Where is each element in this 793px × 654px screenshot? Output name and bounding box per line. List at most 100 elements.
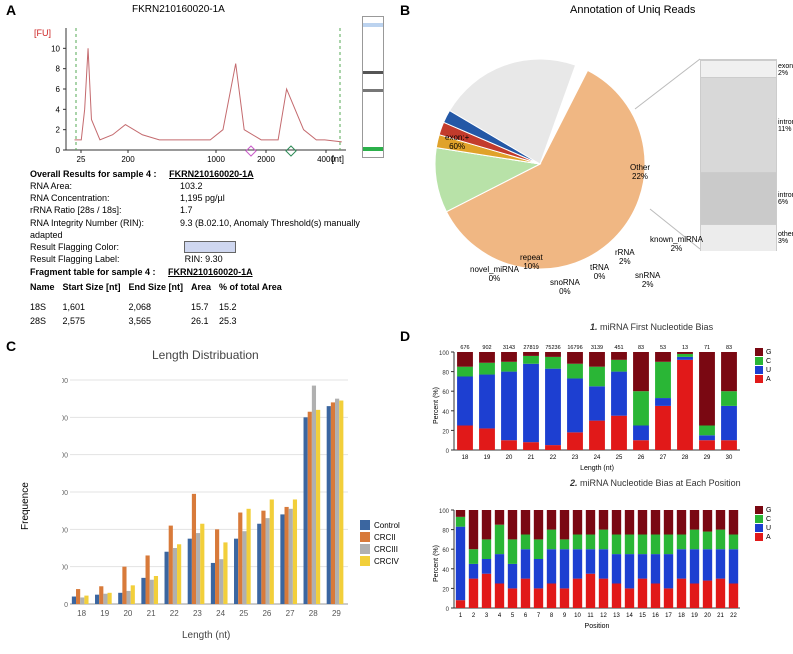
electropherogram: [FU]024681025200100020004000[nt] [32, 20, 362, 170]
svg-text:29: 29 [332, 609, 341, 618]
legend-item: Control [360, 520, 400, 530]
panel-b-title: Annotation of Uniq Reads [570, 4, 695, 16]
other-breakdown: exon:-2%intron:+11%intron:-6%other3% [700, 59, 777, 251]
svg-text:26: 26 [638, 455, 645, 461]
svg-text:22: 22 [730, 613, 737, 619]
svg-text:902: 902 [482, 345, 491, 351]
svg-text:Position: Position [585, 623, 610, 630]
svg-text:10: 10 [574, 613, 581, 619]
svg-text:0: 0 [56, 146, 61, 155]
svg-text:0: 0 [446, 449, 450, 455]
svg-text:13: 13 [613, 613, 620, 619]
svg-text:19: 19 [691, 613, 698, 619]
svg-text:71: 71 [704, 345, 710, 351]
svg-text:18: 18 [77, 609, 86, 618]
svg-text:19: 19 [484, 455, 491, 461]
sample-id-1: FKRN210160020-1A [169, 169, 254, 179]
svg-text:25: 25 [616, 455, 623, 461]
svg-text:10: 10 [51, 44, 60, 53]
svg-text:24: 24 [216, 609, 225, 618]
svg-text:14: 14 [626, 613, 633, 619]
svg-text:22: 22 [170, 609, 179, 618]
legend-d2: GCUA [755, 506, 771, 542]
svg-text:75236: 75236 [545, 345, 560, 351]
svg-text:20: 20 [123, 609, 132, 618]
legend-item: CRCII [360, 532, 400, 542]
c-xlabel: Length (nt) [182, 630, 230, 641]
svg-text:23: 23 [193, 609, 202, 618]
svg-text:27819: 27819 [523, 345, 538, 351]
fragment-header: Fragment table for sample 4 : [30, 267, 156, 277]
svg-text:Length (nt): Length (nt) [580, 465, 614, 472]
svg-text:80: 80 [442, 529, 449, 535]
svg-text:40: 40 [442, 410, 449, 416]
pie-label: snoRNA0% [550, 279, 580, 297]
legend-item: C [755, 357, 771, 365]
panel-a: FKRN210160020-1A [FU]0246810252001000200… [12, 4, 387, 324]
legend-item: G [755, 348, 771, 356]
flag-color-label: Result Flagging Color: [30, 242, 119, 252]
svg-text:20: 20 [704, 613, 711, 619]
svg-text:6: 6 [56, 85, 61, 94]
svg-text:12: 12 [600, 613, 607, 619]
pie-label: novel_miRNA0% [470, 266, 519, 284]
svg-text:3139: 3139 [591, 345, 603, 351]
svg-text:21: 21 [147, 609, 156, 618]
svg-text:24: 24 [594, 455, 601, 461]
pie-label: rRNA2% [615, 249, 635, 267]
figure: A FKRN210160020-1A [FU]02468102520010002… [0, 0, 793, 654]
svg-text:600000: 600000 [62, 490, 68, 497]
other-section: intron:+11% [701, 77, 776, 173]
svg-text:7: 7 [537, 613, 541, 619]
svg-text:2: 2 [472, 613, 476, 619]
svg-text:27: 27 [286, 609, 295, 618]
stacked-chart-1: 020406080100Percent (%)18676199022031432… [430, 334, 750, 474]
result-row: RNA Concentration:1,195 pg/µl [30, 192, 387, 204]
flag-swatch [184, 241, 236, 253]
panel-c-title: Length Distribuation [152, 348, 259, 362]
svg-text:30: 30 [726, 455, 733, 461]
pie-label: repeat10% [520, 254, 543, 272]
svg-text:8: 8 [56, 65, 61, 74]
svg-text:17: 17 [665, 613, 672, 619]
sample-title: FKRN210160020-1A [132, 4, 225, 15]
svg-text:21: 21 [717, 613, 724, 619]
bar-chart-c: 0200000400000600000800000100000012000001… [62, 372, 352, 612]
d2-title: miRNA Nucleotide Bias at Each Position [580, 478, 741, 488]
panel-b: Annotation of Uniq Reads exon:-2%intron:… [400, 4, 790, 304]
svg-text:4: 4 [498, 613, 502, 619]
svg-text:26: 26 [262, 609, 271, 618]
svg-text:16: 16 [652, 613, 659, 619]
svg-text:400000: 400000 [62, 527, 68, 534]
svg-text:1200000: 1200000 [62, 378, 68, 385]
other-section: other3% [701, 224, 776, 251]
sample-id-2: FKRN210160020-1A [168, 267, 253, 277]
svg-text:4: 4 [56, 105, 61, 114]
legend-item: A [755, 375, 771, 383]
legend-item: C [755, 515, 771, 523]
pie-label: Other22% [630, 164, 650, 182]
svg-text:29: 29 [704, 455, 711, 461]
result-row: rRNA Ratio [28s / 18s]:1.7 [30, 204, 387, 216]
svg-text:3143: 3143 [503, 345, 515, 351]
svg-text:60: 60 [442, 548, 449, 554]
svg-text:22: 22 [550, 455, 557, 461]
svg-text:19: 19 [100, 609, 109, 618]
svg-text:18: 18 [462, 455, 469, 461]
other-section: exon:-2% [701, 60, 776, 78]
pie-label: known_miRNA2% [650, 236, 703, 254]
legend-c: ControlCRCIICRCIIICRCIV [360, 520, 400, 568]
svg-text:200: 200 [121, 155, 135, 164]
legend-item: U [755, 366, 771, 374]
legend-item: U [755, 524, 771, 532]
svg-text:16796: 16796 [567, 345, 582, 351]
svg-text:60: 60 [442, 390, 449, 396]
svg-text:83: 83 [726, 345, 732, 351]
stacked-chart-2: 020406080100Percent (%)12345678910111213… [430, 492, 750, 632]
svg-text:23: 23 [572, 455, 579, 461]
gel-lane [362, 16, 384, 158]
svg-text:0: 0 [64, 602, 68, 609]
svg-text:21: 21 [528, 455, 535, 461]
svg-text:3: 3 [485, 613, 489, 619]
svg-text:[nt]: [nt] [331, 154, 344, 164]
